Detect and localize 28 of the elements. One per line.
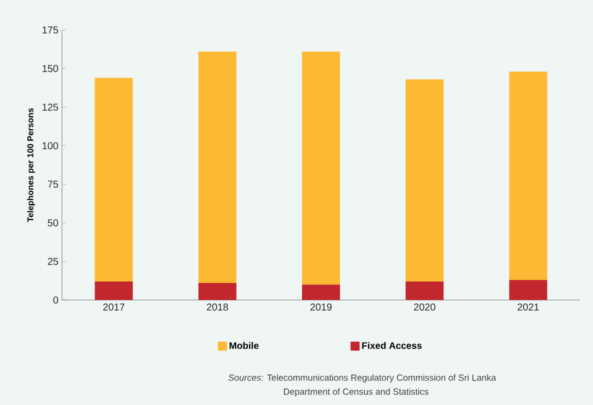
y-tick-label: 25 xyxy=(48,258,58,265)
bar xyxy=(302,284,340,300)
bar xyxy=(198,283,236,300)
x-tick-label: 2018 xyxy=(206,304,228,311)
y-tick-label: 150 xyxy=(42,65,58,72)
y-tick-label: 175 xyxy=(42,26,58,34)
legend-label: Fixed Access xyxy=(362,342,422,349)
x-tick-label: 2019 xyxy=(310,304,332,311)
y-tick-label: 75 xyxy=(48,180,58,188)
bar xyxy=(302,52,340,285)
bar xyxy=(198,52,236,284)
bar xyxy=(406,79,444,282)
x-tick-label: 2020 xyxy=(414,304,436,311)
x-tick-label: 2017 xyxy=(103,304,124,311)
bar xyxy=(509,280,548,300)
bar xyxy=(406,281,444,300)
y-axis-title: Telephones per 100 Persons xyxy=(27,108,36,222)
text: Sources: Telecommunications Regulatory Commission of Sri Lanka xyxy=(228,374,496,383)
y-tick-label: 0 xyxy=(53,296,58,304)
text: Department of Census and Statistics xyxy=(284,388,428,397)
y-tick-label: 125 xyxy=(42,104,58,111)
x-tick-label: 2021 xyxy=(518,304,539,311)
bar xyxy=(94,78,133,282)
bar xyxy=(509,72,548,280)
legend-label: Mobile xyxy=(230,342,259,349)
y-tick-label: 50 xyxy=(48,219,58,226)
y-tick-label: 100 xyxy=(42,142,58,150)
bar xyxy=(94,281,133,300)
